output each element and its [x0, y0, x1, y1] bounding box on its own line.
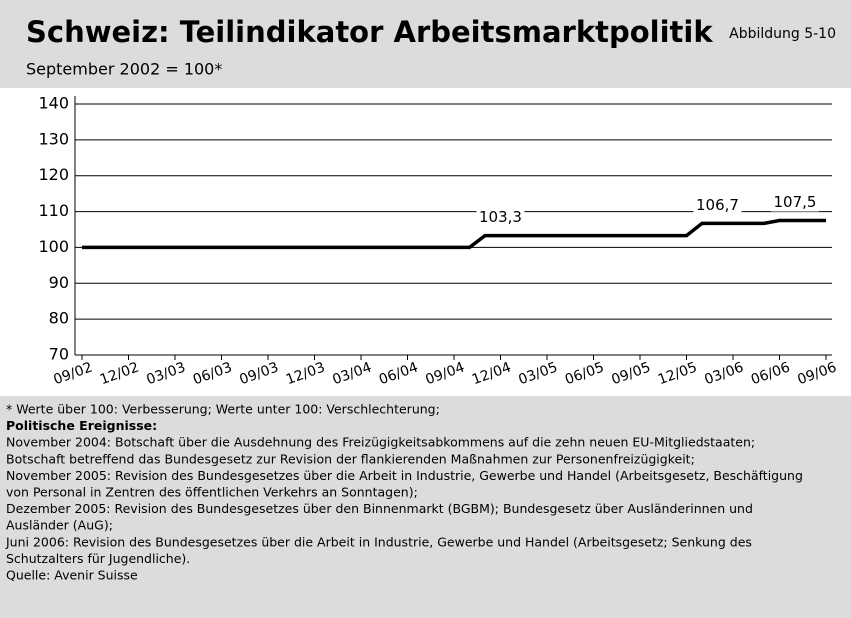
y-tick-label: 100: [38, 237, 69, 256]
data-label: 103,3: [479, 208, 522, 226]
chart-title: Schweiz: Teilindikator Arbeitsmarktpolit…: [26, 15, 713, 49]
data-label: 107,5: [774, 193, 817, 211]
figure-label: Abbildung 5-10: [729, 26, 836, 42]
y-tick-label: 110: [38, 201, 69, 220]
notes: * Werte über 100: Verbesserung; Werte un…: [5, 402, 803, 583]
y-tick-label: 90: [49, 273, 69, 292]
y-tick-label: 140: [38, 94, 69, 113]
note-line: Politische Ereignisse:: [6, 418, 157, 433]
y-tick-label: 80: [49, 309, 69, 328]
label-background: [693, 196, 742, 215]
note-line: November 2004: Botschaft über die Ausdeh…: [6, 435, 755, 450]
data-label: 106,7: [696, 196, 739, 214]
note-line: Ausländer (AuG);: [6, 518, 113, 533]
y-tick-label: 130: [38, 129, 69, 148]
note-line: November 2005: Revision des Bundesgesetz…: [6, 468, 803, 483]
label-background: [476, 208, 525, 227]
note-line: Dezember 2005: Revision des Bundesgesetz…: [6, 501, 753, 516]
y-tick-label: 70: [49, 345, 69, 364]
plot-background: [0, 88, 851, 396]
note-line: Quelle: Avenir Suisse: [6, 568, 138, 583]
note-line: Schutzalters für Jugendliche).: [6, 551, 190, 566]
line: [82, 218, 826, 250]
subtitle: September 2002 = 100*: [26, 60, 222, 79]
note-line: Juni 2006: Revision des Bundesgesetzes ü…: [5, 534, 752, 549]
note-line: * Werte über 100: Verbesserung; Werte un…: [6, 402, 440, 417]
y-tick-label: 120: [38, 165, 69, 184]
note-line: von Personal in Zentren des öffentlichen…: [6, 485, 418, 500]
note-line: Botschaft betreffend das Bundesgesetz zu…: [6, 451, 695, 466]
label-background: [771, 193, 819, 212]
